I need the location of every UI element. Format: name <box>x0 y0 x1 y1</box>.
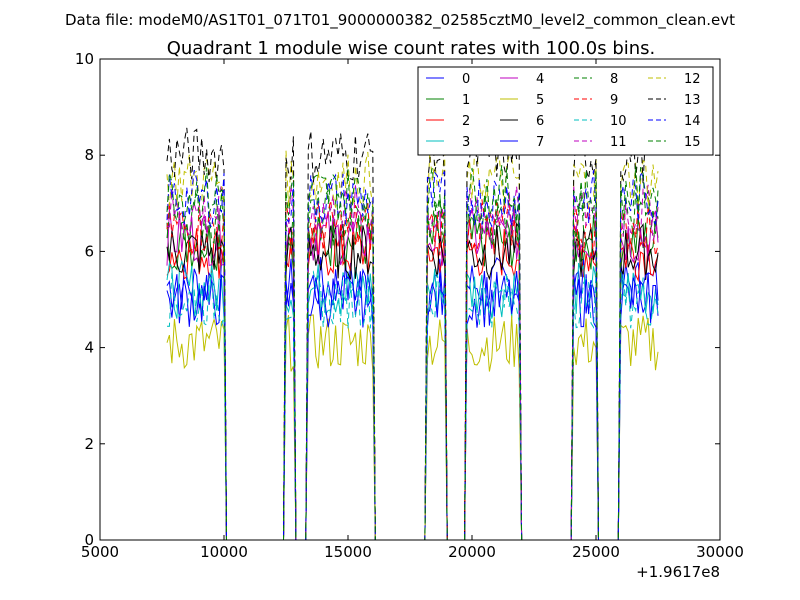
y-tick-label: 6 <box>84 242 94 260</box>
series-line-5 <box>166 314 659 541</box>
legend-label-13: 13 <box>684 93 701 108</box>
series-line-15 <box>166 165 659 541</box>
x-tick-label: 10000 <box>200 543 248 561</box>
legend-label-15: 15 <box>684 135 701 150</box>
y-tick-label: 0 <box>84 531 94 549</box>
y-tick-label: 4 <box>84 339 94 357</box>
legend-label-2: 2 <box>462 114 470 129</box>
chart-title: Quadrant 1 module wise count rates with … <box>167 38 656 59</box>
x-tick-label: 20000 <box>448 543 496 561</box>
series-line-12 <box>166 150 659 541</box>
legend-label-1: 1 <box>462 93 470 108</box>
y-tick-label: 2 <box>84 435 94 453</box>
series-line-14 <box>166 169 659 541</box>
legend-label-0: 0 <box>462 72 470 87</box>
legend-label-10: 10 <box>610 114 627 129</box>
legend-box <box>417 66 714 156</box>
legend-label-6: 6 <box>536 114 544 129</box>
legend-label-5: 5 <box>536 93 544 108</box>
series-line-7 <box>166 271 659 541</box>
x-tick-label: 30000 <box>696 543 744 561</box>
legend-label-4: 4 <box>536 72 544 87</box>
legend-label-11: 11 <box>610 135 627 150</box>
series-line-4 <box>166 208 659 541</box>
x-tick-label: 5000 <box>81 543 119 561</box>
legend-label-12: 12 <box>684 72 701 87</box>
series-line-1 <box>166 213 659 541</box>
legend-label-9: 9 <box>610 93 618 108</box>
legend-label-8: 8 <box>610 72 618 87</box>
series-line-0 <box>166 256 659 541</box>
legend-label-14: 14 <box>684 114 701 129</box>
data-file-label: Data file: modeM0/AS1T01_071T01_90000003… <box>65 11 735 30</box>
legend-label-7: 7 <box>536 135 544 150</box>
y-tick-label: 10 <box>75 50 94 68</box>
legend-label-3: 3 <box>462 135 470 150</box>
x-offset-label: +1.9617e8 <box>636 563 720 581</box>
plot-frame <box>99 58 721 541</box>
y-tick-label: 8 <box>84 146 94 164</box>
x-tick-label: 25000 <box>572 543 620 561</box>
plot-lines <box>166 126 659 541</box>
x-tick-label: 15000 <box>324 543 372 561</box>
